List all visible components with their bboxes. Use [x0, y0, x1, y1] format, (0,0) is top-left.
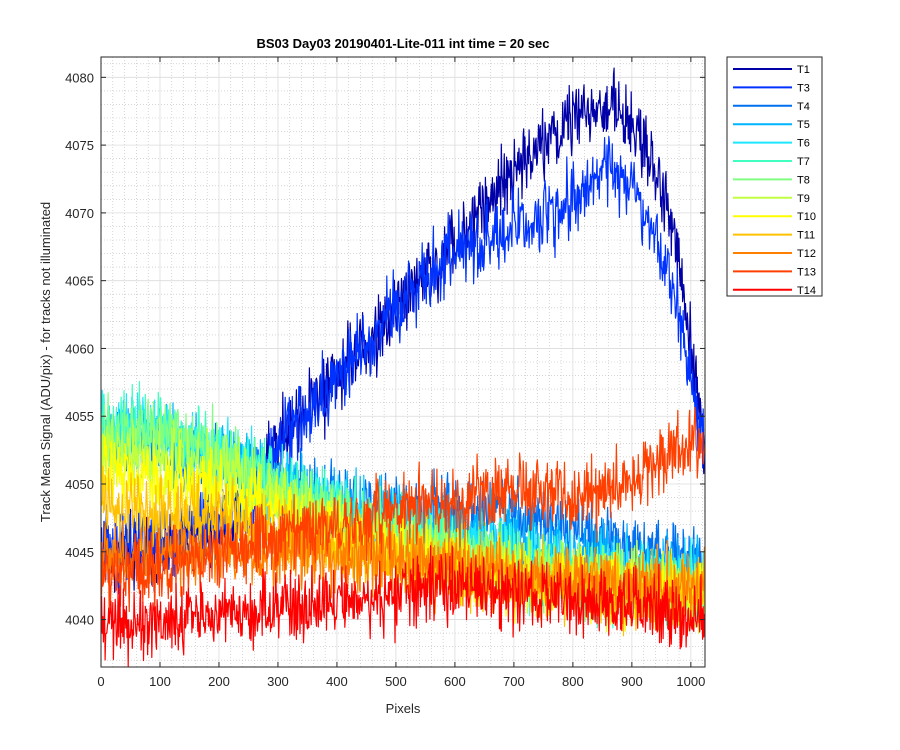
x-tick-label: 900 [621, 674, 643, 689]
legend-label-t9: T9 [797, 193, 810, 205]
series-group [101, 67, 705, 667]
series-lines [101, 67, 705, 667]
legend-label-t8: T8 [797, 174, 810, 186]
y-axis-title: Track Mean Signal (ADU/pix) - for tracks… [38, 202, 53, 522]
legend: T1 T3 T4 T5 T6 T7 T8 T9 T10 T11 T12 T13 T14 [726, 56, 823, 297]
y-tick-labels: 4040 4045 4050 4055 4060 4065 4070 4075 4080 [65, 70, 94, 627]
plot-area [100, 56, 706, 668]
legend-label-t11: T11 [797, 230, 815, 242]
legend-label-t1: T1 [797, 64, 810, 76]
legend-label-t7: T7 [797, 156, 810, 168]
legend-label-t12: T12 [797, 248, 816, 260]
x-tick-label: 300 [267, 674, 289, 689]
y-tick-label: 4065 [65, 274, 94, 289]
legend-label-t13: T13 [797, 266, 816, 278]
series-line-t14 [101, 545, 705, 667]
x-tick-label: 200 [208, 674, 230, 689]
x-tick-label: 100 [149, 674, 171, 689]
x-tick-label: 700 [503, 674, 525, 689]
x-tick-label: 600 [444, 674, 466, 689]
legend-label-t10: T10 [797, 211, 816, 223]
x-tick-label: 400 [326, 674, 348, 689]
legend-items: T1 T3 T4 T5 T6 T7 T8 T9 T10 T11 T12 T13 T14 [733, 64, 816, 297]
ticks [100, 57, 705, 667]
legend-label-t3: T3 [797, 82, 810, 94]
x-tick-labels: 0 100 200 300 400 500 600 700 800 900 1000 [97, 674, 705, 689]
y-tick-label: 4075 [65, 138, 94, 153]
x-tick-label: 1000 [676, 674, 705, 689]
series-line-t13 [101, 406, 705, 625]
x-tick-label: 0 [97, 674, 104, 689]
y-tick-label: 4070 [65, 206, 94, 221]
legend-label-t5: T5 [797, 119, 810, 131]
y-tick-label: 4080 [65, 70, 94, 85]
legend-box [726, 56, 823, 297]
y-tick-label: 4050 [65, 477, 94, 492]
legend-label-t14: T14 [797, 285, 816, 297]
x-axis-title: Pixels [386, 701, 421, 716]
y-tick-label: 4060 [65, 341, 94, 356]
legend-label-t6: T6 [797, 138, 810, 150]
chart-title: BS03 Day03 20190401-Lite-011 int time = … [256, 36, 549, 51]
plot-frame [100, 56, 706, 668]
legend-label-t4: T4 [797, 101, 810, 113]
y-tick-label: 4045 [65, 545, 94, 560]
x-tick-label: 800 [562, 674, 584, 689]
x-tick-label: 500 [385, 674, 407, 689]
y-tick-label: 4055 [65, 409, 94, 424]
y-tick-label: 4040 [65, 613, 94, 628]
